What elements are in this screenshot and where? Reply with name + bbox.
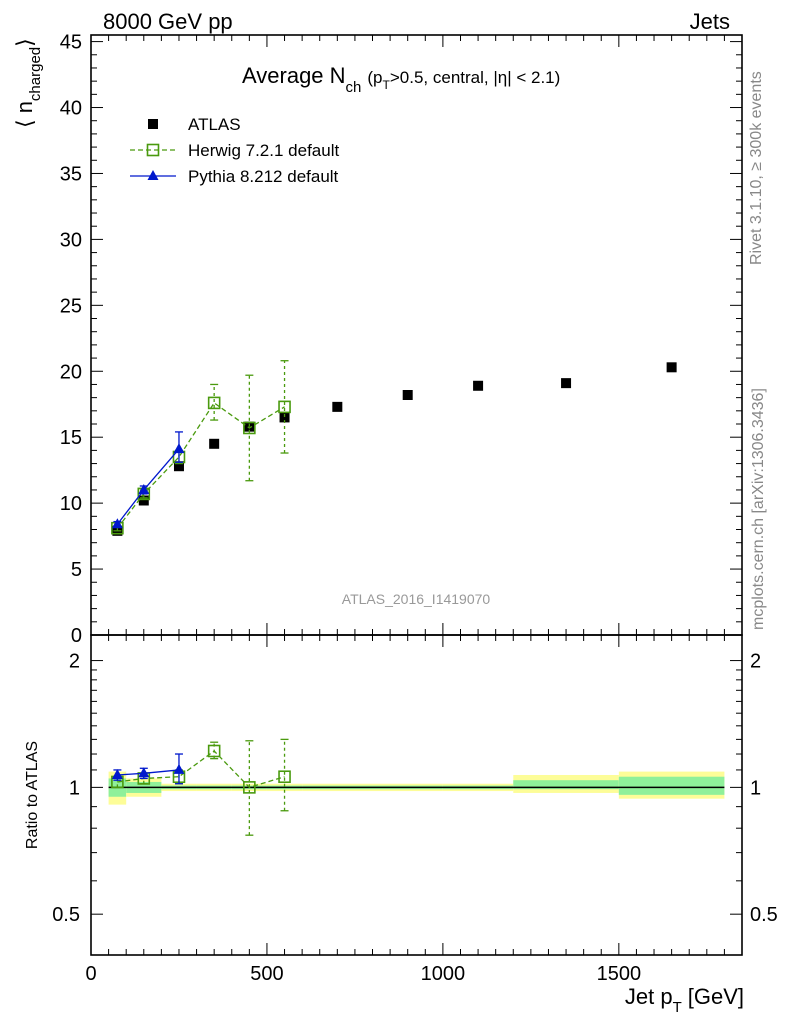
data-point (173, 461, 184, 472)
data-point (111, 768, 123, 779)
header-left: 8000 GeV pp (103, 9, 233, 34)
data-point (279, 412, 290, 423)
series-line (116, 448, 180, 525)
legend: ATLAS Herwig 7.2.1 default Pythia 8.212 de… (130, 115, 339, 186)
main-title: Average Nch (pT>0.5, central, |η| < 2.1) (242, 63, 560, 96)
data-point (332, 401, 343, 412)
main-series-herwig-7-2-1-default (111, 360, 291, 535)
data-point (138, 767, 150, 778)
ratio-y-tick-label-left: 2 (69, 651, 80, 673)
y-tick-label: 35 (60, 163, 82, 185)
y-tick-label: 5 (71, 559, 82, 581)
x-axis-label-unit: [GeV] (688, 984, 744, 1009)
data-point (278, 770, 291, 784)
data-point (207, 744, 221, 758)
data-point (138, 495, 149, 506)
main-title-detail-sub: T (383, 78, 391, 92)
y-tick-label: 0 (71, 625, 82, 647)
legend-marker (146, 143, 160, 157)
x-axis-label-text: Jet p (625, 984, 673, 1009)
data-point (243, 781, 256, 794)
main-title-text: Average N (242, 63, 346, 88)
series-line (117, 769, 180, 776)
x-tick-label: 1500 (597, 963, 642, 985)
y-tick-label: 10 (60, 493, 82, 515)
ratio-series-layer (111, 738, 291, 836)
data-point (173, 443, 185, 454)
data-point (402, 390, 413, 400)
x-tick-label: 0 (85, 963, 96, 985)
data-point (138, 483, 150, 494)
legend-marker (148, 119, 158, 129)
main-ylabel-open: ⟨ n (12, 101, 37, 128)
data-point (243, 421, 256, 435)
legend-marker (147, 170, 159, 180)
ratio-y-tick-label-right: 1 (750, 777, 761, 799)
legend-item-atlas: ATLAS (148, 115, 241, 134)
y-tick-label: 30 (60, 229, 82, 251)
legend-label: ATLAS (188, 115, 241, 134)
ratio-y-tick-label-right: 0.5 (750, 904, 778, 926)
analysis-label: ATLAS_2016_I1419070 (342, 591, 491, 607)
legend-label: Pythia 8.212 default (188, 167, 339, 186)
x-tick-label: 500 (250, 963, 283, 985)
y-tick-label: 45 (60, 32, 82, 54)
main-ylabel: ⟨ ncharged⟩ (12, 38, 44, 128)
data-point (561, 378, 572, 389)
ratio-series-pythia-8-212-default (111, 753, 185, 785)
data-point (207, 396, 221, 410)
main-ylabel-sub: charged (27, 47, 44, 101)
mcplots-label: mcplots.cern.ch [arXiv:1306.3436] (750, 388, 767, 630)
main-series-pythia-8-212-default (111, 431, 185, 529)
stat-uncertainty-band (618, 776, 725, 795)
legend-label: Herwig 7.2.1 default (188, 141, 339, 160)
stat-uncertainty-band (513, 780, 619, 790)
legend-item-pythia-8-212-default: Pythia 8.212 default (130, 167, 339, 186)
main-ylabel-close: ⟩ (12, 38, 37, 47)
x-axis-label-sub: T (673, 999, 682, 1016)
data-point (473, 380, 484, 391)
ratio-y-tick-label-right: 2 (750, 651, 761, 673)
main-series-atlas (112, 362, 677, 536)
main-title-detail-rest: >0.5, central, |η| < 2.1) (390, 68, 560, 87)
y-tick-label: 20 (60, 361, 82, 383)
x-tick-label: 1000 (421, 963, 466, 985)
series-line (116, 401, 285, 529)
y-tick-label: 40 (60, 98, 82, 120)
y-tick-label: 25 (60, 295, 82, 317)
ratio-frame (90, 634, 743, 956)
data-point (666, 362, 677, 373)
y-tick-label: 15 (60, 427, 82, 449)
data-point (209, 438, 220, 449)
main-title-sub: ch (346, 79, 362, 96)
ratio-y-tick-label-left: 0.5 (52, 904, 80, 926)
legend-item-herwig-7-2-1-default: Herwig 7.2.1 default (130, 141, 339, 160)
x-axis-label: Jet pT [GeV] (625, 984, 744, 1016)
axes-layer: 0 500 1000 1500 0 5 10 15 20 25 30 35 40 45 0.5 0.5 1 1 2 2 (52, 32, 778, 985)
ratio-y-tick-label-left: 1 (69, 777, 80, 799)
ratio-ylabel: Ratio to ATLAS (24, 741, 41, 849)
rivet-label: Rivet 3.1.10, ≥ 300k events (748, 71, 765, 265)
main-series-layer (111, 360, 677, 536)
data-point (173, 763, 185, 774)
main-title-detail-open: (p (367, 68, 382, 87)
data-point (278, 400, 291, 414)
header-right: Jets (690, 9, 730, 34)
data-point (111, 518, 123, 529)
